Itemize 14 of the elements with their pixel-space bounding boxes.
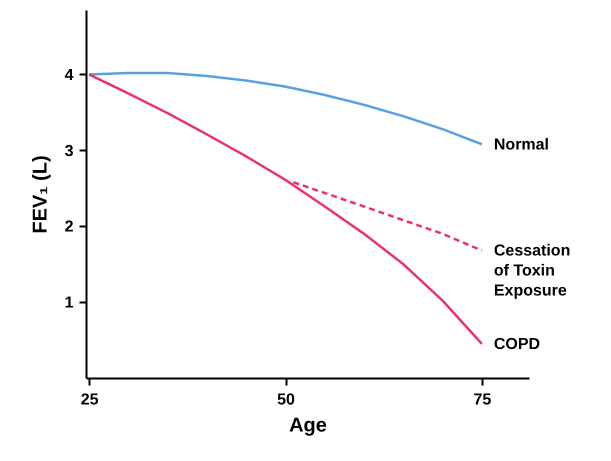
- line-series: [88, 72, 484, 146]
- series-label: Cessation of Toxin Exposure: [494, 242, 570, 300]
- series-label: Normal: [494, 136, 549, 154]
- x-tick-label: 75: [473, 392, 492, 408]
- line-series: [88, 73, 484, 346]
- y-tick-label: 1: [64, 294, 74, 312]
- series-label: COPD: [494, 336, 540, 353]
- x-tick-label: 25: [80, 392, 99, 408]
- y-tick-label: 2: [64, 218, 74, 236]
- x-tick-label: 50: [277, 392, 296, 408]
- y-tick-label: 3: [64, 142, 74, 160]
- y-tick-label: 4: [64, 66, 74, 84]
- y-axis-title: FEV₁ (L): [30, 155, 52, 234]
- x-axis-title: Age: [289, 414, 327, 436]
